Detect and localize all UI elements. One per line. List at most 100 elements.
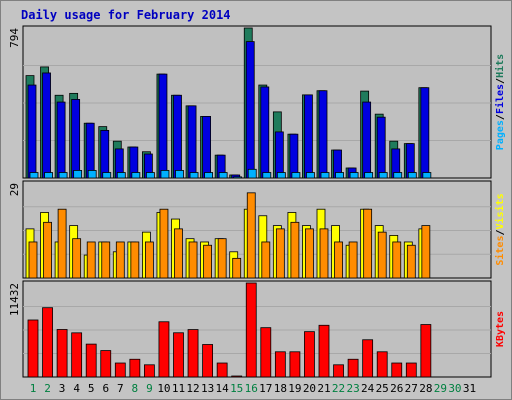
bar-pages-day-23 — [349, 172, 359, 179]
x-tick-label: 27 — [405, 382, 418, 395]
bar-files-day-20 — [304, 94, 313, 179]
bar-sites-day-25 — [377, 231, 387, 279]
bar-pages-day-9 — [145, 172, 155, 179]
x-tick-label: 6 — [102, 382, 109, 395]
x-tick-label: 5 — [88, 382, 95, 395]
x-tick-label: 4 — [73, 382, 80, 395]
bar-sites-day-13 — [203, 244, 213, 279]
bar-kbytes-day-25 — [376, 351, 388, 378]
bar-kbytes-day-14 — [216, 362, 228, 378]
bar-kbytes-day-13 — [202, 344, 214, 378]
bar-files-day-24 — [362, 101, 372, 179]
x-tick-label: 2 — [44, 382, 51, 395]
bar-kbytes-day-11 — [173, 332, 184, 378]
bar-kbytes-day-3 — [56, 329, 68, 378]
bar-pages-day-14 — [218, 172, 228, 179]
bar-pages-day-26 — [393, 172, 403, 179]
bar-kbytes-day-12 — [187, 329, 199, 378]
bar-kbytes-day-23 — [347, 358, 359, 378]
x-tick-label: 22 — [332, 382, 345, 395]
bar-pages-day-19 — [291, 172, 301, 179]
bar-kbytes-day-2 — [42, 307, 53, 378]
bar-files-day-17 — [260, 86, 270, 179]
bar-kbytes-day-7 — [114, 362, 126, 378]
bar-pages-day-5 — [87, 170, 97, 179]
bar-sites-day-21 — [319, 228, 329, 279]
x-axis-day-labels: 1 2 3 4 5 6 7 8 9 10 11 12 13 14 15 16 17 18 19 20 21 22 23 24 2… — [30, 382, 476, 395]
bar-sites-day-10 — [159, 208, 169, 279]
bar-files-day-4 — [71, 99, 81, 179]
bar-kbytes-day-27 — [405, 362, 417, 378]
bar-files-day-25 — [376, 116, 386, 179]
bar-pages-day-7 — [116, 172, 126, 179]
bar-sites-day-18 — [275, 228, 285, 279]
bar-sites-day-19 — [290, 221, 300, 279]
x-tick-label: 13 — [201, 382, 214, 395]
bar-pages-day-25 — [378, 172, 388, 179]
bar-sites-day-20 — [305, 228, 314, 279]
bar-sites-day-11 — [174, 228, 183, 279]
bar-files-day-5 — [85, 122, 95, 179]
bar-files-day-21 — [318, 90, 328, 179]
bar-pages-day-2 — [44, 172, 53, 179]
bar-pages-day-18 — [276, 172, 286, 179]
legend-pages-files-hits: Pages/Files/Hits — [494, 54, 506, 150]
bar-pages-day-1 — [29, 172, 39, 179]
x-tick-label: 21 — [317, 382, 330, 395]
bar-files-day-3 — [56, 101, 66, 179]
bar-kbytes-day-19 — [289, 351, 301, 378]
bar-kbytes-day-20 — [304, 331, 315, 378]
bar-sites-day-28 — [421, 225, 431, 279]
x-tick-label: 12 — [186, 382, 199, 395]
bar-kbytes-day-6 — [100, 350, 112, 378]
bar-sites-day-15 — [232, 257, 242, 279]
bar-pages-day-24 — [364, 172, 374, 179]
x-tick-label: 15 — [230, 382, 243, 395]
x-tick-label: 7 — [117, 382, 124, 395]
legend-separator: / — [495, 78, 506, 84]
bar-kbytes-day-18 — [274, 351, 286, 378]
legend-separator: / — [495, 114, 506, 120]
x-tick-label: 3 — [59, 382, 66, 395]
x-tick-label: 29 — [434, 382, 447, 395]
x-tick-label: 10 — [157, 382, 170, 395]
bar-sites-day-14 — [217, 238, 227, 279]
bar-files-day-2 — [42, 72, 51, 179]
x-tick-label: 24 — [361, 382, 375, 395]
x-tick-label: 25 — [376, 382, 389, 395]
legend-entry-pages: Pages — [495, 120, 506, 150]
bar-files-day-16 — [245, 41, 255, 179]
legend-entry-hits: Hits — [494, 54, 506, 78]
bar-pages-day-22 — [335, 172, 344, 179]
x-tick-label: 19 — [288, 382, 301, 395]
x-tick-label: 16 — [245, 382, 258, 395]
bar-kbytes-day-24 — [362, 339, 374, 378]
bar-sites-day-7 — [115, 241, 125, 279]
bar-kbytes-day-17 — [260, 327, 272, 378]
bar-files-day-28 — [420, 87, 430, 179]
bar-sites-day-24 — [363, 208, 373, 279]
bar-files-day-18 — [274, 131, 284, 179]
bar-pages-day-12 — [189, 172, 199, 179]
legend-separator: / — [495, 229, 506, 235]
bar-sites-day-3 — [57, 208, 67, 279]
bar-pages-day-6 — [102, 172, 112, 179]
bar-files-day-12 — [187, 105, 197, 179]
chart-title: Daily usage for February 2014 — [21, 8, 231, 22]
x-tick-label: 31 — [463, 382, 476, 395]
x-tick-label: 28 — [419, 382, 432, 395]
panel-kbytes: 11432 KBytes — [8, 280, 506, 378]
bar-kbytes-day-8 — [129, 358, 141, 378]
bar-files-day-19 — [289, 133, 299, 179]
bar-sites-day-8 — [130, 241, 140, 279]
bar-kbytes-day-4 — [71, 332, 83, 378]
legend-entry-kbytes: KBytes — [495, 311, 506, 347]
bar-pages-day-27 — [407, 172, 417, 179]
x-tick-label: 17 — [259, 382, 272, 395]
bar-pages-day-15 — [233, 176, 243, 179]
bar-pages-day-17 — [262, 172, 272, 179]
x-tick-label: 30 — [448, 382, 461, 395]
bar-sites-day-22 — [334, 241, 343, 279]
